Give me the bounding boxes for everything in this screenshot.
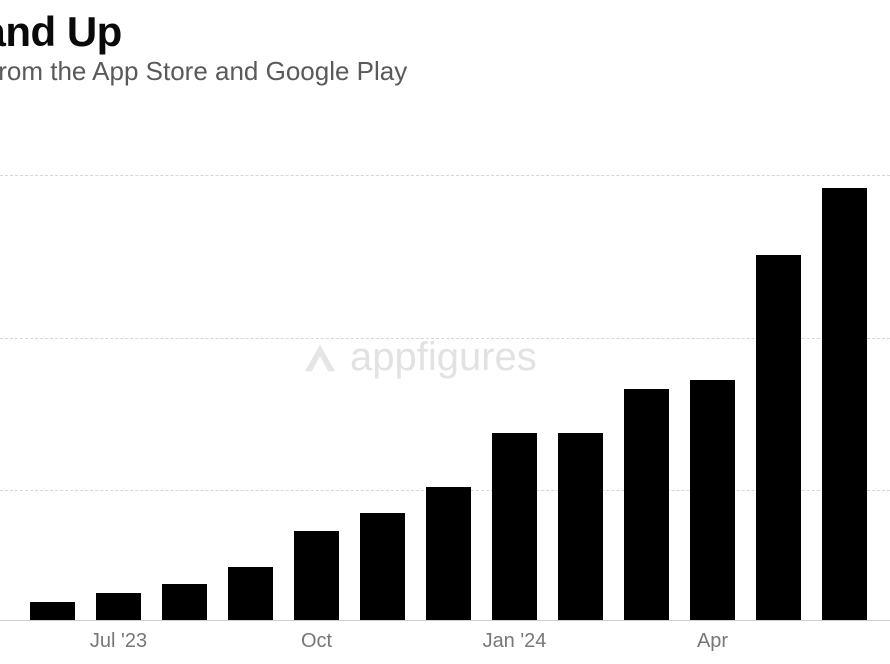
bar <box>30 602 75 620</box>
watermark-text: appfigures <box>350 335 537 380</box>
x-axis-label: Apr <box>697 630 728 653</box>
x-axis-baseline <box>0 620 890 621</box>
bar <box>690 380 735 620</box>
chart-plot-area: appfigures <box>0 175 890 620</box>
appfigures-logo-icon <box>300 338 340 378</box>
bar <box>822 188 867 620</box>
bar <box>228 567 273 620</box>
x-axis-label: Jan '24 <box>483 630 547 653</box>
bar <box>96 593 141 620</box>
x-axis-label: Oct <box>301 630 332 653</box>
bar <box>624 389 669 620</box>
chart-title: d Up and Up <box>0 8 122 56</box>
bar <box>426 487 471 621</box>
x-axis-label: Jul '23 <box>90 630 147 653</box>
watermark: appfigures <box>300 335 537 380</box>
gridline <box>0 175 890 176</box>
bar <box>756 255 801 620</box>
bar <box>558 433 603 620</box>
bar <box>162 584 207 620</box>
bar <box>294 531 339 620</box>
bar <box>492 433 537 620</box>
chart-subtitle: Est. Net Revenue from the App Store and … <box>0 56 407 87</box>
bar <box>360 513 405 620</box>
